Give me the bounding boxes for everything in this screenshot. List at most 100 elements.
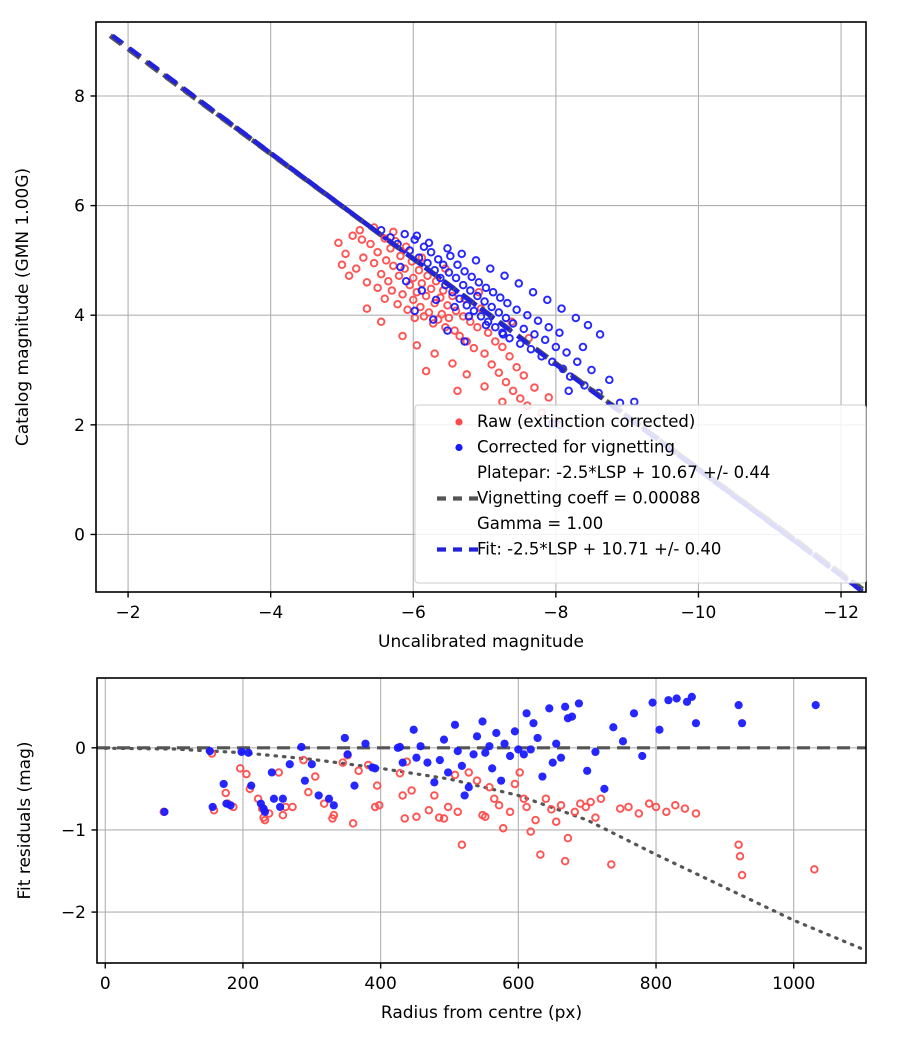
data-point <box>384 276 393 286</box>
data-point <box>469 343 479 353</box>
ytick-label-2: 4 <box>74 306 85 326</box>
data-point <box>591 747 600 757</box>
residuals-panel-plot-area <box>97 692 866 951</box>
xtick-label-5: −12 <box>823 603 859 623</box>
data-point <box>501 377 511 387</box>
data-point <box>400 229 409 239</box>
ytick-label-0: 0 <box>74 525 85 545</box>
data-point <box>395 742 405 752</box>
data-point <box>536 850 545 859</box>
data-point <box>530 330 539 339</box>
data-point <box>489 794 499 803</box>
data-point <box>412 812 421 822</box>
fitline-1 <box>111 34 864 592</box>
data-point <box>423 758 432 767</box>
residuals-panel-xlabel: Radius from centre (px) <box>381 1003 582 1023</box>
data-point <box>735 851 745 861</box>
data-point <box>514 745 523 754</box>
data-point <box>556 801 566 810</box>
data-point <box>634 809 644 818</box>
data-point <box>412 753 421 762</box>
legend-label-0: Raw (extinction corrected) <box>477 412 695 431</box>
data-point <box>505 751 515 761</box>
data-point <box>734 840 743 849</box>
data-point <box>444 313 454 323</box>
data-point <box>672 694 681 703</box>
data-point <box>421 291 431 301</box>
data-point <box>362 278 372 287</box>
data-point <box>472 732 482 741</box>
data-point <box>244 748 253 757</box>
data-point <box>381 256 391 265</box>
xtick-label-4: −10 <box>681 603 717 623</box>
data-point <box>297 742 306 752</box>
data-point <box>471 256 481 265</box>
data-point <box>522 802 531 812</box>
data-point <box>242 769 251 779</box>
data-point <box>464 312 474 321</box>
data-point <box>737 870 747 880</box>
data-point <box>528 287 538 297</box>
data-point <box>529 719 538 728</box>
data-point <box>618 737 628 746</box>
xtick-label-4: 800 <box>640 974 672 994</box>
data-point <box>638 751 647 761</box>
data-point <box>811 701 820 710</box>
data-point <box>431 295 441 305</box>
data-point <box>574 699 584 708</box>
data-point <box>334 238 343 248</box>
data-point <box>444 268 454 277</box>
data-point <box>571 313 581 323</box>
data-point <box>664 696 673 705</box>
data-point <box>450 720 460 729</box>
data-point <box>398 791 407 800</box>
line-vignetting-curve <box>103 746 865 951</box>
data-point <box>487 360 496 369</box>
residuals-panel: 0 200 400 600 800 1000 0 −1 −2 Radius from centre… <box>15 677 867 1023</box>
data-point <box>443 802 453 812</box>
data-point <box>376 269 386 279</box>
data-point <box>412 341 422 350</box>
data-point <box>453 386 462 396</box>
data-point <box>460 791 469 800</box>
data-point <box>314 791 323 800</box>
data-point <box>505 807 515 817</box>
data-point <box>424 805 434 815</box>
data-point <box>466 286 475 295</box>
data-point <box>467 272 476 282</box>
data-point <box>555 328 564 338</box>
data-point <box>361 739 370 748</box>
data-point <box>533 316 543 325</box>
data-point <box>219 779 228 789</box>
data-point <box>469 306 479 316</box>
data-point <box>351 264 361 273</box>
data-point <box>734 701 743 710</box>
data-point <box>551 342 561 352</box>
data-point <box>372 781 382 790</box>
data-point <box>480 297 489 306</box>
data-point <box>600 784 609 793</box>
data-point <box>561 702 570 711</box>
data-point <box>319 799 329 808</box>
data-point <box>416 302 425 312</box>
data-point <box>357 235 367 244</box>
xtick-label-1: −4 <box>258 603 283 623</box>
data-point <box>462 370 471 379</box>
data-point <box>462 301 471 310</box>
xtick-label-0: −2 <box>116 603 141 623</box>
data-point <box>810 865 819 874</box>
data-point <box>595 330 605 339</box>
data-point <box>519 324 529 334</box>
data-point <box>491 323 500 332</box>
data-point <box>424 308 434 317</box>
data-point <box>488 764 497 773</box>
data-point <box>398 331 407 341</box>
data-point <box>451 273 461 283</box>
data-point <box>396 251 405 261</box>
ytick-label-3: 6 <box>74 197 85 217</box>
data-point <box>450 770 460 780</box>
data-point <box>398 758 407 767</box>
data-point <box>464 768 474 777</box>
data-point <box>439 735 449 744</box>
